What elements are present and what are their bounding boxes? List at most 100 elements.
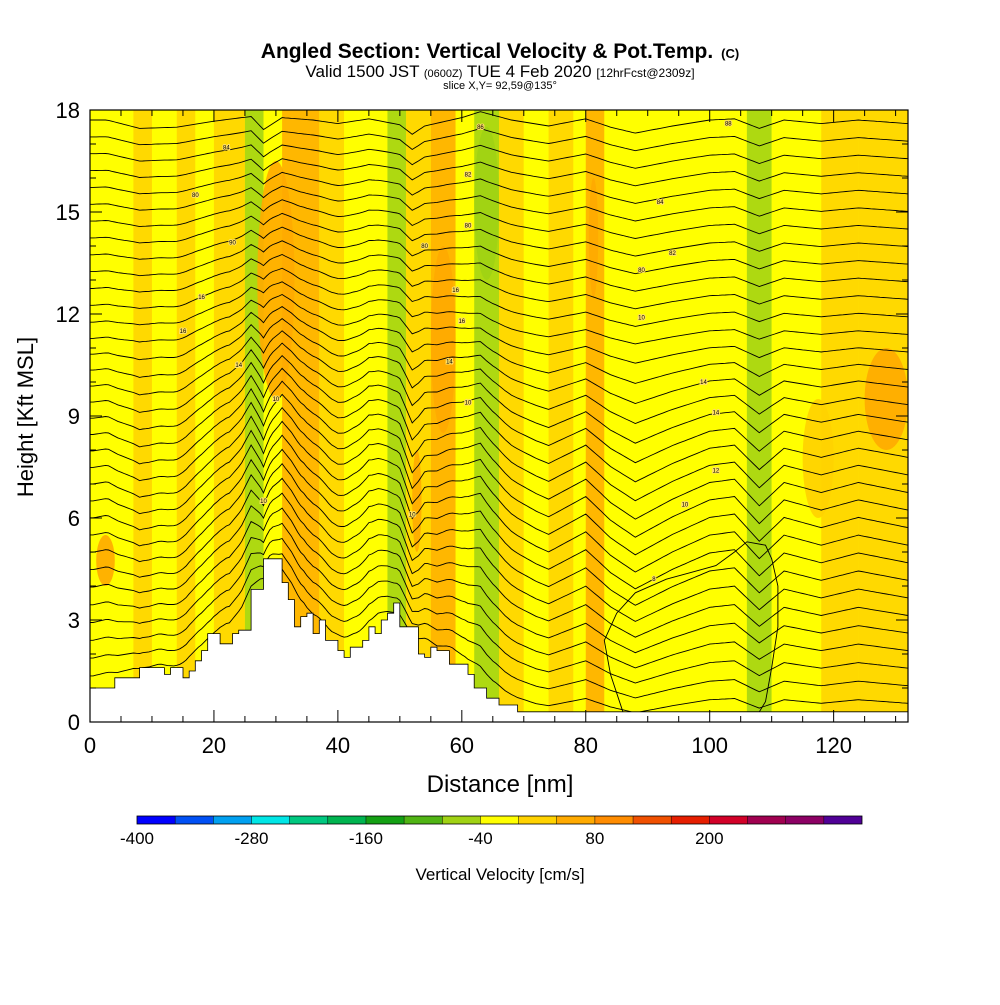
x-tick-label: 120 [815, 733, 852, 758]
velocity-shading-band [176, 110, 196, 722]
isentrope-line [90, 380, 908, 502]
y-tick-label: 9 [68, 404, 80, 429]
colorbar: -400 -280 -160 -40 80 200 [120, 815, 863, 848]
colorbar-swatch [365, 816, 405, 824]
isentrope-label: 84 [657, 200, 664, 206]
isentrope-label: 16 [198, 295, 205, 301]
velocity-shading-band [195, 110, 214, 722]
velocity-shading-patch [96, 535, 115, 586]
velocity-shading-patch [257, 161, 295, 399]
isentrope-label: 90 [229, 241, 236, 247]
isentrope-line [90, 267, 908, 327]
colorbar-tick-label: -40 [468, 829, 493, 848]
isentrope-line [90, 128, 908, 152]
velocity-shading-band [523, 110, 549, 722]
velocity-shading-patch [635, 518, 710, 712]
isentrope-label: 86 [477, 125, 484, 131]
velocity-shading-patch [864, 348, 908, 450]
colorbar-swatch [175, 816, 214, 824]
velocity-shading-patch [802, 399, 834, 518]
isentrope-line [90, 111, 908, 135]
isentrope-line [90, 434, 908, 573]
velocity-shading-band [746, 110, 772, 722]
colorbar-tick-label: -400 [120, 829, 154, 848]
x-tick-label: 20 [202, 733, 226, 758]
isentrope-line [90, 553, 908, 699]
axes: 0 20 40 60 80 100 120 0 3 6 9 12 15 18 [56, 98, 909, 758]
colorbar-swatch [137, 816, 176, 824]
isentrope-line [90, 507, 908, 654]
slice-label: slice X,Y= 92,59@135° [443, 80, 557, 92]
isentrope-line [90, 171, 908, 204]
velocity-shading-patch [474, 127, 499, 280]
colorbar-tick-label: 200 [695, 829, 723, 848]
isentrope-line [90, 367, 908, 483]
isentrope-line [90, 462, 908, 606]
isentrope-label: 12 [713, 468, 720, 474]
isentrope-label: 10 [409, 513, 416, 519]
colorbar-swatch [518, 816, 557, 824]
chart-title: Angled Section: Vertical Velocity & Pot.… [261, 40, 739, 63]
colorbar-swatch [785, 816, 824, 824]
isentrope-line [90, 254, 908, 310]
colorbar-swatch [556, 816, 595, 824]
isentrope-line [90, 240, 908, 292]
velocity-shading-band [548, 110, 574, 722]
isentrope-line [90, 212, 908, 257]
isentrope-line [90, 158, 908, 187]
velocity-shading-band [133, 110, 152, 722]
isentrope-line [90, 318, 908, 404]
isentrope-label: 82 [669, 251, 676, 257]
colorbar-swatch [289, 816, 328, 824]
isentrope-line [90, 185, 908, 222]
isentrope-line [90, 281, 908, 345]
isentrope-line [90, 566, 908, 714]
isentrope-label: 16 [180, 329, 187, 335]
x-tick-label: 60 [450, 733, 474, 758]
isentrope-label: 16 [452, 288, 459, 294]
isentrope-label: 16 [458, 319, 465, 325]
y-tick-label: 12 [56, 302, 80, 327]
isentrope-line [90, 393, 908, 520]
colorbar-swatch [480, 816, 519, 824]
isentrope-line [90, 342, 908, 444]
colorbar-label: Vertical Velocity [cm/s] [415, 865, 584, 884]
colorbar-swatch [671, 816, 710, 824]
colorbar-tick-label: 80 [585, 829, 604, 848]
isentrope-label: 10 [682, 502, 689, 508]
isentrope-line [90, 492, 908, 638]
colorbar-swatch [327, 816, 366, 824]
isentrope-line [603, 541, 779, 713]
isentrope-contours [90, 111, 908, 714]
velocity-shading-band [728, 110, 747, 722]
isentrope-label: 14 [700, 380, 707, 386]
y-axis-label: Height [Kft MSL] [13, 337, 38, 497]
isentrope-label: 88 [725, 122, 732, 128]
isentrope-label: 80 [192, 193, 199, 199]
isentrope-label: 80 [638, 268, 645, 274]
isentrope-line [90, 305, 908, 384]
isentrope-label: 84 [223, 145, 230, 151]
velocity-shading-patch [588, 178, 599, 297]
x-tick-label: 80 [574, 733, 598, 758]
velocity-shading-band [213, 110, 245, 722]
isentrope-line [90, 226, 908, 275]
isentrope-label: 80 [421, 244, 428, 250]
colorbar-swatch [251, 816, 290, 824]
isentrope-line [90, 199, 908, 239]
terrain [90, 558, 908, 722]
colorbar-swatch [633, 816, 672, 824]
chart-subtitle: Valid 1500 JST (0600Z) TUE 4 Feb 2020 [1… [305, 62, 694, 81]
y-tick-label: 6 [68, 506, 80, 531]
velocity-shading-band [151, 110, 177, 722]
x-tick-label: 0 [84, 733, 96, 758]
colorbar-frame [136, 815, 863, 825]
colorbar-swatch [213, 816, 252, 824]
isentrope-label: 10 [273, 397, 280, 403]
isentrope-line [90, 330, 908, 424]
x-tick-label: 100 [691, 733, 728, 758]
velocity-shading-patch [430, 246, 456, 433]
isentrope-line [90, 477, 908, 622]
colorbar-tick-label: -160 [349, 829, 383, 848]
